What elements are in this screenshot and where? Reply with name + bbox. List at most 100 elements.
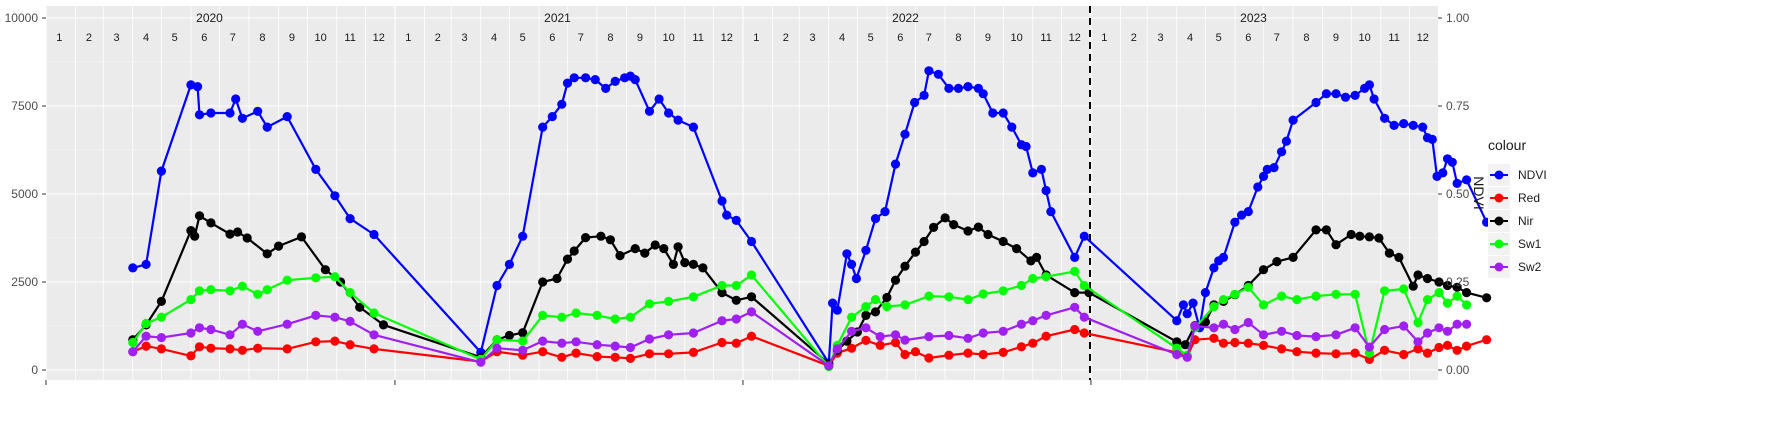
data-point-red bbox=[944, 350, 954, 360]
data-point-sw2 bbox=[330, 312, 340, 322]
data-point-nir bbox=[882, 292, 892, 303]
data-point-red bbox=[978, 349, 988, 360]
data-point-sw1 bbox=[1452, 291, 1462, 301]
legend-item-sw1: Sw1 bbox=[1488, 233, 1542, 255]
data-point-ndvi bbox=[842, 249, 852, 259]
data-point-sw2 bbox=[688, 328, 699, 338]
data-point-red bbox=[963, 348, 973, 358]
data-point-sw1 bbox=[1218, 295, 1229, 305]
month-label: 10 bbox=[1358, 32, 1370, 44]
data-point-sw1 bbox=[194, 286, 205, 296]
data-point-ndvi bbox=[933, 69, 944, 79]
data-point-sw2 bbox=[1434, 323, 1444, 333]
data-point-sw2 bbox=[1172, 349, 1182, 360]
month-label: 3 bbox=[113, 32, 119, 44]
data-point-sw2 bbox=[963, 333, 973, 343]
month-label: 4 bbox=[143, 32, 149, 44]
data-point-ndvi bbox=[492, 280, 502, 291]
data-point-nir bbox=[1331, 240, 1341, 250]
data-point-ndvi bbox=[601, 83, 611, 93]
data-point-sw2 bbox=[237, 319, 247, 329]
data-point-sw1 bbox=[1292, 295, 1302, 305]
data-point-nir bbox=[1311, 225, 1321, 235]
month-label: 11 bbox=[344, 32, 355, 44]
data-point-sw2 bbox=[847, 326, 857, 336]
data-point-sw2 bbox=[717, 316, 727, 326]
data-point-ndvi bbox=[924, 66, 934, 76]
data-point-ndvi bbox=[944, 83, 954, 93]
data-point-nir bbox=[1355, 231, 1365, 241]
data-point-nir bbox=[615, 251, 625, 261]
month-label: 3 bbox=[461, 32, 467, 44]
data-point-nir bbox=[890, 275, 901, 285]
month-label: 3 bbox=[809, 32, 815, 44]
data-point-ndvi bbox=[562, 78, 573, 88]
data-point-red bbox=[717, 337, 727, 348]
data-point-red bbox=[610, 352, 620, 362]
data-point-sw1 bbox=[870, 295, 881, 305]
data-point-sw1 bbox=[924, 291, 934, 301]
data-point-sw2 bbox=[1028, 316, 1038, 326]
data-point-ndvi bbox=[1218, 252, 1229, 262]
data-point-ndvi bbox=[1041, 185, 1051, 196]
data-point-sw1 bbox=[1028, 273, 1038, 284]
legend-key-point bbox=[1494, 239, 1504, 249]
data-point-ndvi bbox=[847, 259, 857, 269]
data-point-nir bbox=[630, 244, 640, 254]
data-point-ndvi bbox=[1311, 97, 1321, 108]
data-point-red bbox=[282, 344, 292, 354]
data-point-ndvi bbox=[369, 229, 379, 240]
series-sw2 bbox=[128, 302, 1472, 371]
data-point-sw2 bbox=[1380, 324, 1390, 335]
data-point-sw1 bbox=[1331, 289, 1341, 299]
data-point-nir bbox=[1482, 293, 1492, 303]
data-point-sw1 bbox=[141, 318, 151, 329]
data-point-ndvi bbox=[900, 129, 910, 139]
data-point-ndvi bbox=[1321, 89, 1331, 99]
data-point-nir bbox=[731, 295, 741, 305]
data-point-ndvi bbox=[998, 108, 1008, 118]
month-label: 12 bbox=[721, 32, 733, 44]
data-point-sw2 bbox=[1311, 332, 1321, 342]
data-point-ndvi bbox=[1447, 157, 1457, 167]
data-point-sw1 bbox=[610, 314, 620, 324]
data-point-ndvi bbox=[828, 298, 838, 308]
data-point-ndvi bbox=[910, 97, 920, 108]
data-point-sw2 bbox=[282, 319, 292, 329]
data-point-sw1 bbox=[225, 286, 235, 296]
data-point-ndvi bbox=[1021, 141, 1031, 152]
month-label: 6 bbox=[1245, 32, 1251, 44]
data-point-red bbox=[1209, 333, 1219, 343]
data-point-sw1 bbox=[1413, 317, 1423, 328]
data-point-ndvi bbox=[590, 75, 600, 85]
data-point-sw1 bbox=[1209, 302, 1219, 312]
data-point-sw2 bbox=[924, 332, 934, 342]
data-point-red bbox=[1243, 338, 1253, 348]
data-point-ndvi bbox=[1438, 168, 1448, 178]
data-point-sw1 bbox=[1016, 280, 1026, 291]
data-point-nir bbox=[640, 248, 650, 258]
month-label: 4 bbox=[491, 32, 497, 44]
data-point-ndvi bbox=[1340, 92, 1351, 102]
data-point-red bbox=[1462, 341, 1472, 351]
month-label: 12 bbox=[1069, 32, 1081, 44]
data-point-sw2 bbox=[1399, 321, 1409, 331]
data-point-ndvi bbox=[1258, 171, 1269, 181]
data-point-ndvi bbox=[253, 106, 263, 116]
data-point-nir bbox=[659, 244, 669, 254]
data-point-ndvi bbox=[237, 113, 247, 123]
data-point-sw2 bbox=[156, 333, 166, 343]
month-label: 10 bbox=[314, 32, 326, 44]
data-point-red bbox=[330, 336, 340, 346]
data-point-sw1 bbox=[557, 312, 567, 322]
series-ndvi bbox=[128, 66, 1492, 368]
month-label: 6 bbox=[897, 32, 903, 44]
data-point-sw1 bbox=[998, 286, 1008, 296]
y-tick-label: 5000 bbox=[11, 187, 38, 201]
data-point-sw2 bbox=[1258, 330, 1269, 340]
data-point-ndvi bbox=[1230, 217, 1240, 227]
data-point-red bbox=[746, 331, 757, 341]
data-point-nir bbox=[596, 231, 606, 241]
data-point-ndvi bbox=[978, 89, 988, 99]
